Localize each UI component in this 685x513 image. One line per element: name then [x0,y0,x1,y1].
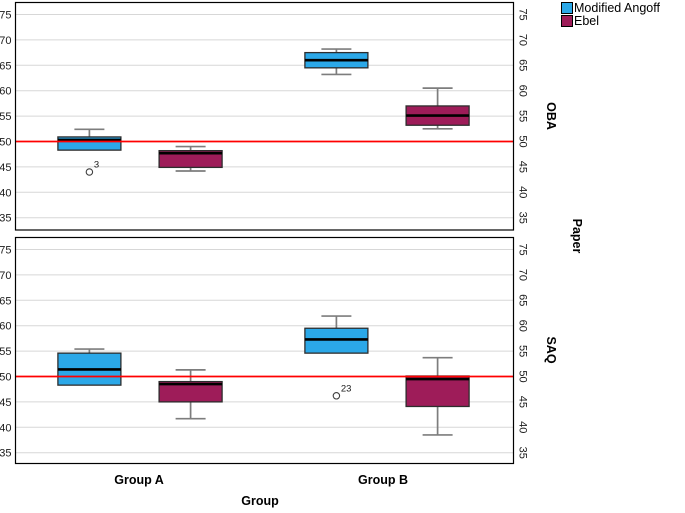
panel-border [14,1,515,231]
y-tick-label-left: 55 [0,346,12,358]
y-tick-label-right: 55 [517,345,529,357]
y-tick-label-left: 55 [0,111,12,123]
y-tick-label-left: 65 [0,60,12,72]
y-tick-label-right: 40 [517,186,529,198]
legend: Modified Angoff Ebel [561,0,660,28]
y-tick-label-right: 45 [517,161,529,173]
y-tick-label-left: 75 [0,10,12,22]
y-tick-label-right: 50 [517,135,529,147]
y-tick-label-left: 45 [0,397,12,409]
y-tick-label-left: 70 [0,35,12,47]
y-tick-label-left: 60 [0,321,12,333]
box-saq-group-b-ebel [405,375,470,408]
box-oba-group-a-ebel [158,149,223,169]
panel-label-oba: OBA [544,102,558,130]
y-tick-label-right: 40 [517,421,529,433]
y-tick-label-right: 75 [517,8,529,20]
y-tick-label-left: 60 [0,86,12,98]
outlier-point [85,168,94,176]
y-tick-label-right: 65 [517,294,529,306]
outlier-label: 3 [94,159,99,170]
y-tick-label-left: 50 [0,372,12,384]
y-tick-label-right: 55 [517,110,529,122]
y-tick-label-right: 60 [517,320,529,332]
panel-label-saq: SAQ [544,336,558,364]
y-tick-label-right: 70 [517,269,529,281]
y-tick-label-right: 75 [517,243,529,255]
panel-border [14,236,515,465]
legend-swatch-modified-angoff [561,1,573,14]
y-tick-label-right: 50 [517,370,529,382]
y-tick-label-left: 45 [0,162,12,174]
y-tick-label-right: 65 [517,59,529,71]
outlier-label: 23 [341,383,352,394]
y-tick-label-right: 70 [517,34,529,46]
legend-label-modified-angoff: Modified Angoff [574,0,660,15]
y-tick-label-left: 65 [0,295,12,307]
y-tick-label-left: 40 [0,422,12,434]
x-category-group-b: Group B [358,473,408,487]
x-axis-title: Group [241,494,279,508]
y-tick-label-left: 35 [0,448,12,460]
legend-item-modified-angoff: Modified Angoff [561,0,660,15]
y-tick-label-left: 75 [0,245,12,257]
legend-item-ebel: Ebel [561,13,660,28]
y-tick-label-left: 40 [0,187,12,199]
y-tick-label-right: 60 [517,85,529,97]
y-tick-label-right: 35 [517,212,529,224]
y-tick-label-right: 45 [517,396,529,408]
legend-swatch-ebel [561,14,573,27]
outlier-point [332,392,341,400]
y-tick-label-left: 35 [0,213,12,225]
panel-axis-title-paper: Paper [570,218,584,254]
y-tick-label-right: 35 [517,447,529,459]
y-tick-label-left: 70 [0,270,12,282]
box-saq-group-a-ebel [158,380,223,403]
y-tick-label-left: 50 [0,137,12,149]
legend-label-ebel: Ebel [574,13,600,28]
x-category-group-a: Group A [114,473,164,487]
